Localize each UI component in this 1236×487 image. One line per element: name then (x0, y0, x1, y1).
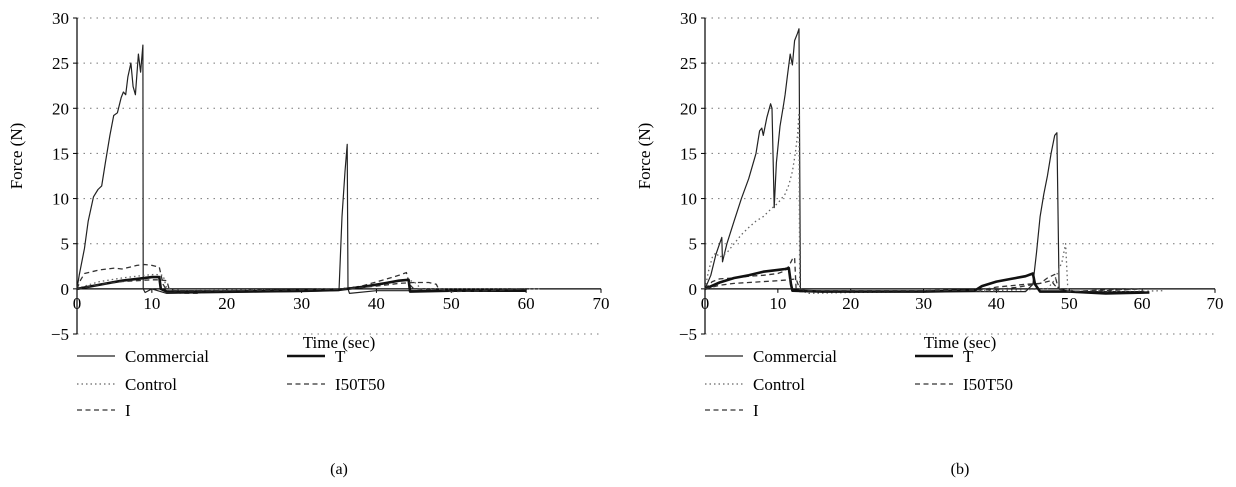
y-tick-label: 30 (52, 9, 69, 28)
x-axis-label: Time (sec) (303, 333, 376, 352)
y-tick-label: 20 (52, 99, 69, 118)
y-tick-label: 25 (680, 54, 697, 73)
y-tick-label: 0 (689, 280, 698, 299)
y-tick-label: −5 (51, 325, 69, 344)
legend-label-i: I (125, 401, 131, 420)
series-line-i50t50 (704, 278, 1143, 293)
legend-label-i50t50: I50T50 (963, 375, 1013, 394)
x-tick-label: 70 (1207, 294, 1224, 313)
legend-label-commercial: Commercial (125, 347, 209, 366)
x-tick-label: 30 (293, 294, 310, 313)
x-axis-label: Time (sec) (924, 333, 997, 352)
y-tick-label: 15 (52, 144, 69, 163)
legend-label-control: Control (125, 375, 177, 394)
panel-caption: (a) (330, 461, 348, 478)
series-line-control (704, 112, 1165, 295)
series-line-commercial (704, 28, 1143, 293)
x-tick-label: 10 (143, 294, 160, 313)
y-tick-label: 5 (61, 235, 70, 254)
x-tick-label: 60 (1134, 294, 1151, 313)
x-tick-label: 20 (842, 294, 859, 313)
series-line-t (76, 275, 527, 293)
x-tick-label: 40 (368, 294, 385, 313)
legend-label-i: I (753, 401, 759, 420)
series-line-i (704, 256, 1143, 293)
y-axis-label: Force (N) (7, 123, 26, 190)
y-tick-label: −5 (679, 325, 697, 344)
x-tick-label: 50 (443, 294, 460, 313)
legend-label-t: T (335, 347, 346, 366)
x-tick-label: 40 (988, 294, 1005, 313)
x-tick-label: 10 (769, 294, 786, 313)
series-line-i (76, 263, 527, 295)
legend-label-control: Control (753, 375, 805, 394)
series-line-i50t50 (76, 279, 527, 293)
y-tick-label: 20 (680, 99, 697, 118)
y-tick-label: 10 (680, 190, 697, 209)
x-tick-label: 20 (218, 294, 235, 313)
panel-caption: (b) (951, 461, 970, 478)
y-tick-label: 30 (680, 9, 697, 28)
x-tick-label: 50 (1061, 294, 1078, 313)
x-tick-label: 70 (593, 294, 610, 313)
legend-label-t: T (963, 347, 974, 366)
x-tick-label: 0 (73, 294, 82, 313)
series-line-t (704, 266, 1150, 295)
y-tick-label: 25 (52, 54, 69, 73)
x-tick-label: 0 (701, 294, 710, 313)
y-tick-label: 5 (689, 235, 698, 254)
y-axis-label: Force (N) (635, 123, 654, 190)
legend-label-commercial: Commercial (753, 347, 837, 366)
x-tick-label: 60 (518, 294, 535, 313)
series-line-commercial (76, 44, 527, 294)
y-tick-label: 10 (52, 190, 69, 209)
y-tick-label: 15 (680, 144, 697, 163)
y-tick-label: 0 (61, 280, 70, 299)
x-tick-label: 30 (915, 294, 932, 313)
legend-label-i50t50: I50T50 (335, 375, 385, 394)
